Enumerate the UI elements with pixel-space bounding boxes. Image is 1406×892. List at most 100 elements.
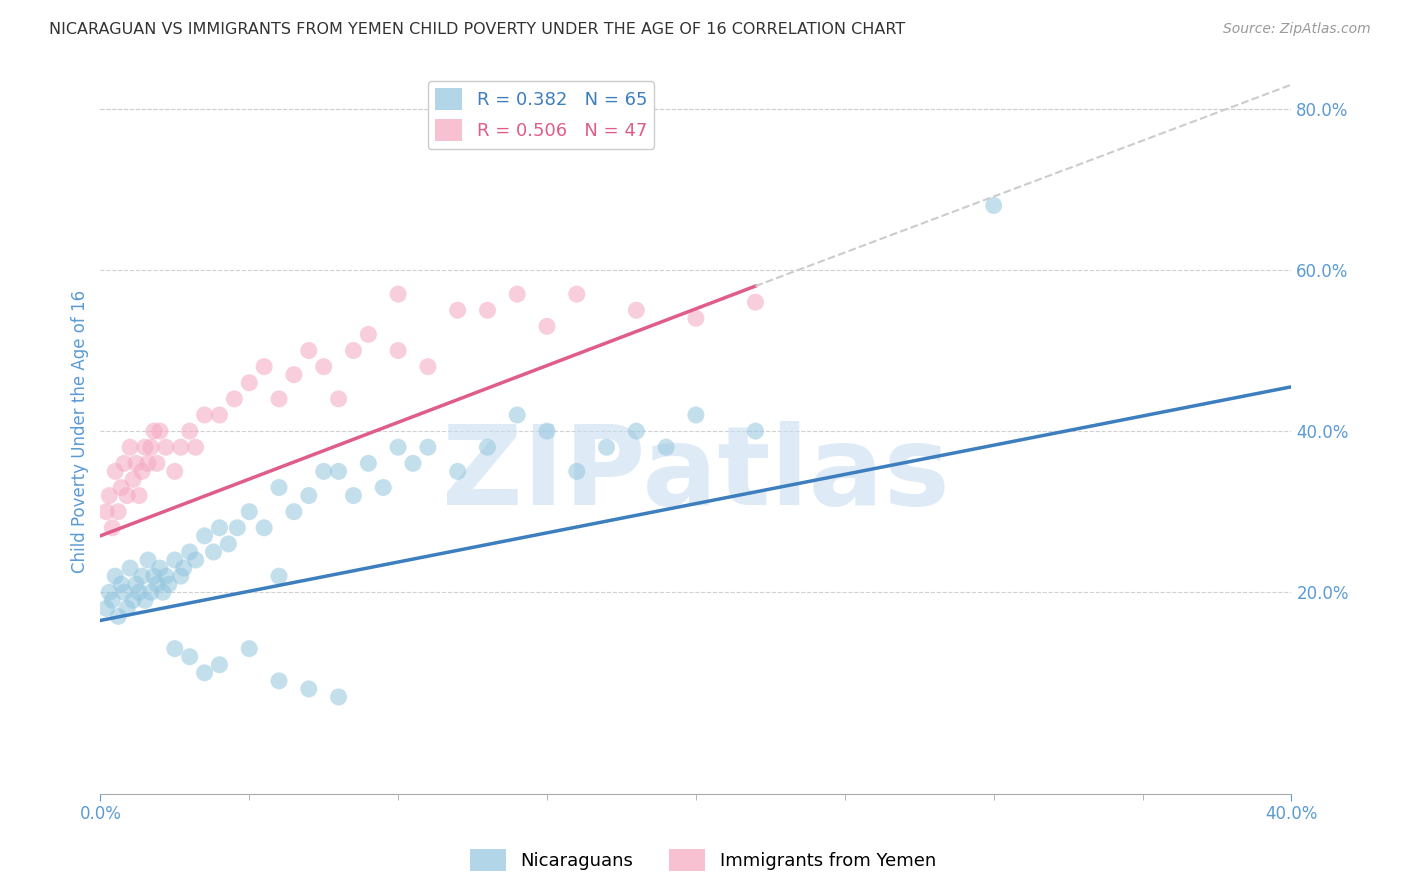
Point: [565, 287, 588, 301]
Point: [267, 481, 290, 495]
Point: [477, 440, 499, 454]
Point: [115, 489, 138, 503]
Point: [125, 456, 148, 470]
Point: [238, 505, 260, 519]
Point: [146, 456, 169, 470]
Point: [149, 424, 172, 438]
Point: [312, 359, 335, 374]
Point: [416, 359, 439, 374]
Point: [149, 561, 172, 575]
Point: [163, 464, 186, 478]
Point: [267, 569, 290, 583]
Point: [983, 198, 1005, 212]
Point: [101, 521, 124, 535]
Point: [298, 681, 321, 696]
Text: NICARAGUAN VS IMMIGRANTS FROM YEMEN CHILD POVERTY UNDER THE AGE OF 16 CORRELATIO: NICARAGUAN VS IMMIGRANTS FROM YEMEN CHIL…: [49, 22, 905, 37]
Point: [194, 529, 217, 543]
Point: [98, 489, 121, 503]
Point: [184, 440, 207, 454]
Point: [387, 287, 409, 301]
Point: [142, 424, 165, 438]
Point: [217, 537, 239, 551]
Point: [238, 376, 260, 390]
Point: [328, 392, 350, 406]
Point: [96, 601, 118, 615]
Point: [253, 521, 276, 535]
Point: [253, 359, 276, 374]
Point: [139, 440, 162, 454]
Point: [202, 545, 225, 559]
Point: [226, 521, 249, 535]
Point: [208, 521, 231, 535]
Point: [110, 577, 132, 591]
Point: [402, 456, 425, 470]
Point: [101, 593, 124, 607]
Point: [179, 545, 201, 559]
Legend: R = 0.382   N = 65, R = 0.506   N = 47: R = 0.382 N = 65, R = 0.506 N = 47: [427, 81, 654, 149]
Point: [342, 343, 364, 358]
Point: [447, 464, 470, 478]
Point: [170, 440, 193, 454]
Point: [122, 593, 145, 607]
Point: [447, 303, 470, 318]
Point: [194, 408, 217, 422]
Point: [128, 585, 150, 599]
Point: [142, 569, 165, 583]
Point: [224, 392, 246, 406]
Text: Source: ZipAtlas.com: Source: ZipAtlas.com: [1223, 22, 1371, 37]
Point: [120, 561, 142, 575]
Point: [238, 641, 260, 656]
Point: [595, 440, 617, 454]
Point: [506, 408, 529, 422]
Point: [110, 481, 132, 495]
Point: [96, 505, 118, 519]
Point: [626, 303, 648, 318]
Point: [655, 440, 678, 454]
Point: [342, 489, 364, 503]
Point: [565, 464, 588, 478]
Point: [155, 569, 177, 583]
Point: [179, 424, 201, 438]
Point: [387, 440, 409, 454]
Point: [122, 472, 145, 486]
Point: [194, 665, 217, 680]
Point: [298, 343, 321, 358]
Point: [152, 585, 174, 599]
Point: [283, 368, 305, 382]
Y-axis label: Child Poverty Under the Age of 16: Child Poverty Under the Age of 16: [72, 290, 89, 573]
Point: [104, 464, 127, 478]
Point: [536, 319, 558, 334]
Point: [184, 553, 207, 567]
Point: [179, 649, 201, 664]
Point: [163, 641, 186, 656]
Point: [125, 577, 148, 591]
Point: [134, 440, 156, 454]
Point: [357, 456, 380, 470]
Point: [744, 424, 766, 438]
Point: [283, 505, 305, 519]
Point: [298, 489, 321, 503]
Point: [387, 343, 409, 358]
Point: [136, 456, 159, 470]
Legend: Nicaraguans, Immigrants from Yemen: Nicaraguans, Immigrants from Yemen: [463, 842, 943, 879]
Point: [136, 553, 159, 567]
Point: [626, 424, 648, 438]
Point: [416, 440, 439, 454]
Point: [107, 505, 129, 519]
Point: [98, 585, 121, 599]
Point: [146, 577, 169, 591]
Point: [115, 601, 138, 615]
Point: [139, 585, 162, 599]
Point: [373, 481, 395, 495]
Point: [112, 456, 135, 470]
Point: [477, 303, 499, 318]
Point: [112, 585, 135, 599]
Point: [120, 440, 142, 454]
Point: [170, 569, 193, 583]
Point: [157, 577, 180, 591]
Point: [685, 408, 707, 422]
Point: [312, 464, 335, 478]
Point: [163, 553, 186, 567]
Point: [357, 327, 380, 342]
Point: [267, 673, 290, 688]
